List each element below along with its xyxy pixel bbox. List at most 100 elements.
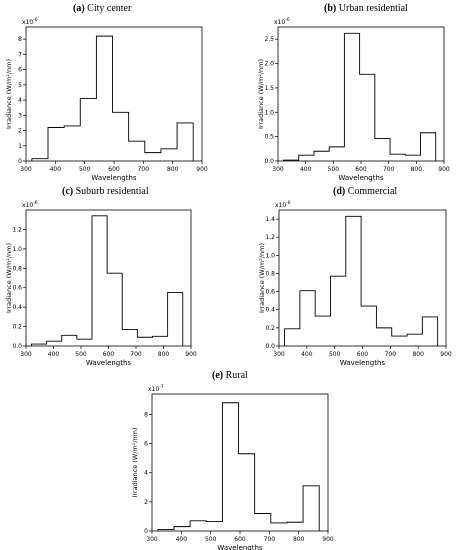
panel-name: Commercial [347, 186, 398, 197]
y-tick-label: 0.8 [12, 265, 22, 272]
y-axis-label: Irradiance (W/m²/nm) [5, 59, 13, 129]
x-tick-label: 700 [138, 166, 150, 173]
x-axis-label: Wavelengths [86, 359, 132, 367]
histogram-bin [299, 155, 314, 161]
y-tick-label: 4 [18, 97, 22, 104]
y-offset-label: x10-6 [275, 200, 291, 209]
y-tick-label: 7 [18, 51, 22, 58]
histogram-bin [168, 293, 183, 346]
histogram-bin [314, 151, 329, 161]
chart-panel: 300 400 500 600 700 800 900 0 1 2 3 4 5 6 7 8 x10-6 Wavel… [5, 17, 208, 182]
x-tick-label: 400 [50, 166, 62, 173]
x-tick-label: 800 [293, 536, 305, 543]
histogram-bin [77, 339, 92, 346]
y-tick-label: 0.2 [265, 325, 275, 332]
chart-panel: 300 400 500 600 700 800 900 0.0 0.5 1.0 1.5 2.0 2.5 x… [257, 17, 450, 182]
plot-frame [277, 26, 445, 162]
histogram-bin [405, 155, 420, 161]
histogram-bin [222, 403, 238, 531]
chart-panel: 300 400 500 600 700 800 900 0.0 0.2 0.4 0.6 0.8 1.0 1… [5, 200, 197, 367]
histogram-bin [92, 216, 107, 346]
histogram-bin [271, 523, 287, 531]
panel-letter: (b) [324, 3, 337, 14]
y-tick-label: 6 [18, 67, 22, 74]
y-axis-label: Irradiance (W/m²/nm) [5, 243, 13, 313]
x-tick-label: 700 [264, 536, 276, 543]
x-tick-label: 400 [48, 351, 60, 358]
histogram-bin [48, 128, 64, 162]
x-tick-label: 900 [438, 166, 450, 173]
x-tick-label: 300 [273, 351, 285, 358]
y-offset-exponent: -6 [33, 17, 38, 23]
x-tick-label: 300 [20, 166, 32, 173]
histogram-outline [157, 402, 320, 531]
histogram-bin [113, 112, 129, 161]
histogram-bin [137, 337, 152, 346]
x-tick-label: 600 [103, 351, 115, 358]
histogram-bin [64, 126, 80, 161]
x-axis-label: Wavelengths [217, 544, 263, 550]
x-tick-label: 800 [158, 351, 170, 358]
histogram-bin [361, 306, 376, 346]
x-tick-label: 400 [300, 166, 312, 173]
histogram-bin [62, 335, 77, 346]
y-tick-label: 0.0 [12, 343, 22, 350]
histogram-bin [153, 336, 168, 346]
histogram-outline [31, 215, 184, 346]
panel-name: Rural [225, 370, 248, 381]
y-offset-label: x10-7 [148, 384, 164, 393]
x-axis-label: Wavelengths [340, 359, 386, 367]
histogram-bin [315, 316, 330, 346]
y-offset-exponent: -6 [33, 200, 38, 206]
x-tick-label: 800 [412, 351, 424, 358]
y-tick-label: 5 [18, 82, 22, 89]
histogram-bin [174, 527, 190, 531]
histogram-bin [206, 522, 222, 531]
panel-title-a: (a) City center [73, 3, 131, 14]
x-tick-label: 900 [185, 351, 197, 358]
panel-title-b: (b) Urban residential [324, 3, 408, 14]
y-axis-label: Irradiance (W/m²/nm) [258, 243, 266, 313]
histogram-bin [80, 99, 96, 161]
histogram-bin [390, 154, 405, 161]
y-axis-label: Irradiance (W/m²/nm) [257, 59, 265, 129]
y-offset-label: x10-6 [274, 17, 290, 26]
x-tick-label: 600 [355, 166, 367, 173]
x-tick-label: 900 [322, 536, 334, 543]
y-tick-label: 0.0 [264, 158, 274, 165]
histogram-bin [122, 329, 137, 346]
histogram-bin [107, 273, 122, 346]
histogram-outline [31, 35, 194, 161]
y-offset-label: x10-6 [22, 17, 38, 26]
panel-title-c: (c) Suburb residential [62, 186, 149, 197]
panel-letter: (e) [212, 370, 224, 381]
y-tick-label: 0.0 [265, 343, 275, 350]
panel-letter: (a) [73, 3, 85, 14]
histogram-bin [129, 141, 145, 161]
y-tick-label: 0.8 [265, 270, 275, 277]
histogram-bin [190, 521, 206, 531]
panel-name: Urban residential [338, 3, 408, 14]
x-tick-label: 400 [301, 351, 313, 358]
x-tick-label: 400 [176, 536, 188, 543]
x-tick-label: 700 [130, 351, 142, 358]
y-tick-label: 0 [18, 158, 22, 165]
x-tick-label: 300 [146, 536, 158, 543]
histogram-bin [344, 33, 359, 161]
y-axis-label: Irradiance (W/m²/nm) [131, 427, 139, 497]
panel-name: Suburb residential [75, 186, 149, 197]
chart-panel: 300 400 500 600 700 800 900 0.0 0.2 0.4 0.6 0.8 1.0 1… [258, 200, 452, 367]
histogram-bin [285, 329, 300, 346]
y-tick-label: 1.5 [264, 85, 274, 92]
y-tick-label: 1.0 [12, 246, 22, 253]
histogram-bin [239, 454, 255, 531]
x-tick-label: 700 [383, 166, 395, 173]
x-axis-label: Wavelengths [338, 174, 384, 182]
histogram-outline [284, 215, 439, 346]
x-tick-label: 500 [328, 166, 340, 173]
histogram-bin [300, 291, 315, 346]
histogram-bin [96, 36, 112, 161]
y-tick-label: 2.0 [264, 61, 274, 68]
y-tick-label: 1.0 [265, 252, 275, 259]
